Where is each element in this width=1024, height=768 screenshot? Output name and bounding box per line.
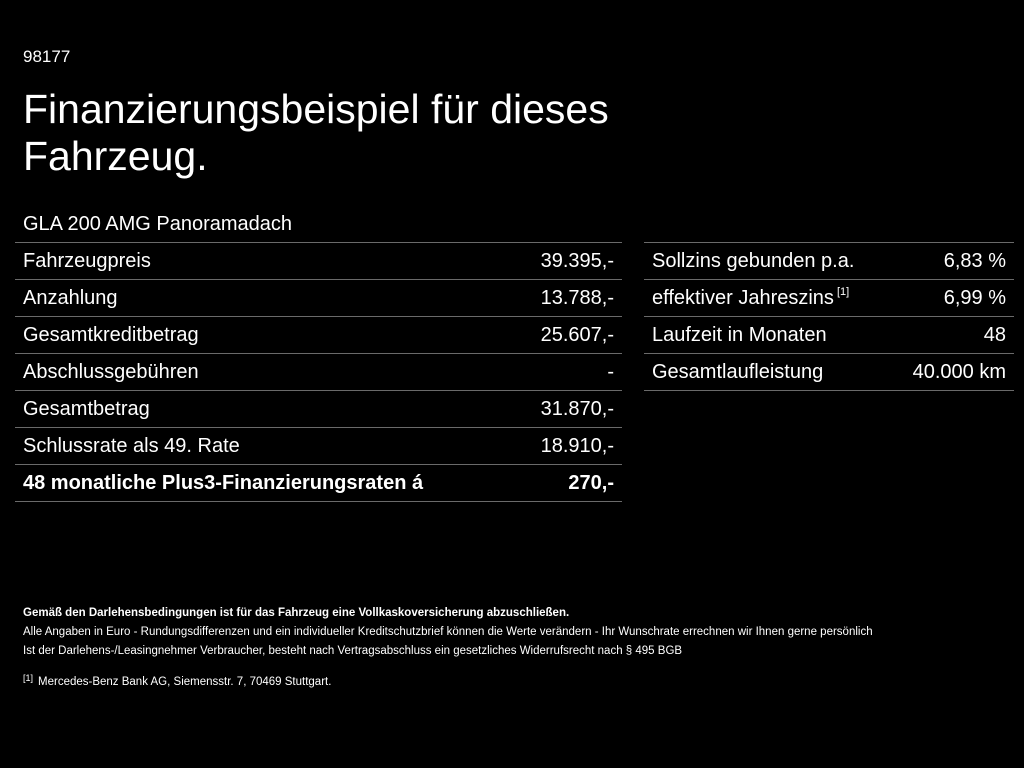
table-row: Gesamtbetrag 31.870,- (15, 390, 622, 427)
row-label: Laufzeit in Monaten (652, 323, 827, 346)
row-value: - (607, 360, 614, 383)
footnote-reference: [1] (836, 286, 850, 298)
row-label: Gesamtlaufleistung (652, 360, 824, 383)
row-value: 25.607,- (540, 323, 614, 346)
table-row: Gesamtkreditbetrag 25.607,- (15, 316, 622, 353)
disclaimer-note: Alle Angaben in Euro - Rundungsdifferenz… (23, 626, 873, 638)
row-value: 13.788,- (540, 286, 614, 309)
footnote-marker: [1] (23, 673, 34, 683)
row-label: Gesamtbetrag (23, 397, 150, 420)
row-value: 39.395,- (540, 249, 614, 272)
row-value: 6,83 % (943, 249, 1006, 272)
vehicle-model-name: GLA 200 AMG Panoramadach (23, 213, 293, 235)
row-label: effektiver Jahreszins [1] (652, 286, 849, 310)
legal-notes: Gemäß den Darlehensbedingungen ist für d… (23, 604, 1003, 661)
table-row: Gesamtlaufleistung 40.000 km (644, 353, 1014, 391)
row-label: Schlussrate als 49. Rate (23, 434, 240, 457)
monthly-rate-row: 48 monatliche Plus3-Finanzierungsraten á… (15, 464, 622, 502)
table-row: Fahrzeugpreis 39.395,- (15, 242, 622, 279)
row-value: 48 (983, 323, 1006, 346)
row-label: Fahrzeugpreis (23, 249, 151, 272)
table-row: Sollzins gebunden p.a. 6,83 % (644, 242, 1014, 279)
insurance-note: Gemäß den Darlehensbedingungen ist für d… (23, 607, 570, 619)
withdrawal-note: Ist der Darlehens-/Leasingnehmer Verbrau… (23, 645, 683, 657)
table-row: effektiver Jahreszins [1] 6,99 % (644, 279, 1014, 316)
financing-table-left: Fahrzeugpreis 39.395,- Anzahlung 13.788,… (15, 242, 622, 502)
row-value: 40.000 km (912, 360, 1006, 383)
row-label: Anzahlung (23, 286, 118, 309)
table-row: Anzahlung 13.788,- (15, 279, 622, 316)
financing-table-right: Sollzins gebunden p.a. 6,83 % effektiver… (644, 242, 1014, 391)
footnote: [1] Mercedes-Benz Bank AG, Siemensstr. 7,… (23, 670, 331, 690)
row-label: Sollzins gebunden p.a. (652, 249, 855, 272)
table-row: Schlussrate als 49. Rate 18.910,- (15, 427, 622, 464)
row-value: 31.870,- (540, 397, 614, 420)
row-value: 18.910,- (540, 434, 614, 457)
row-label-text: effektiver Jahreszins (652, 287, 834, 309)
table-row: Laufzeit in Monaten 48 (644, 316, 1014, 353)
page-title: Finanzierungsbeispiel für dieses Fahrzeu… (23, 86, 609, 179)
row-label: Abschlussgebühren (23, 360, 199, 383)
table-row: Abschlussgebühren - (15, 353, 622, 390)
row-value: 6,99 % (943, 286, 1006, 309)
row-label: 48 monatliche Plus3-Finanzierungsraten á (23, 471, 424, 494)
footnote-text: Mercedes-Benz Bank AG, Siemensstr. 7, 70… (38, 676, 332, 688)
vehicle-id: 98177 (23, 47, 71, 66)
row-value: 270,- (568, 471, 614, 494)
row-label: Gesamtkreditbetrag (23, 323, 199, 346)
